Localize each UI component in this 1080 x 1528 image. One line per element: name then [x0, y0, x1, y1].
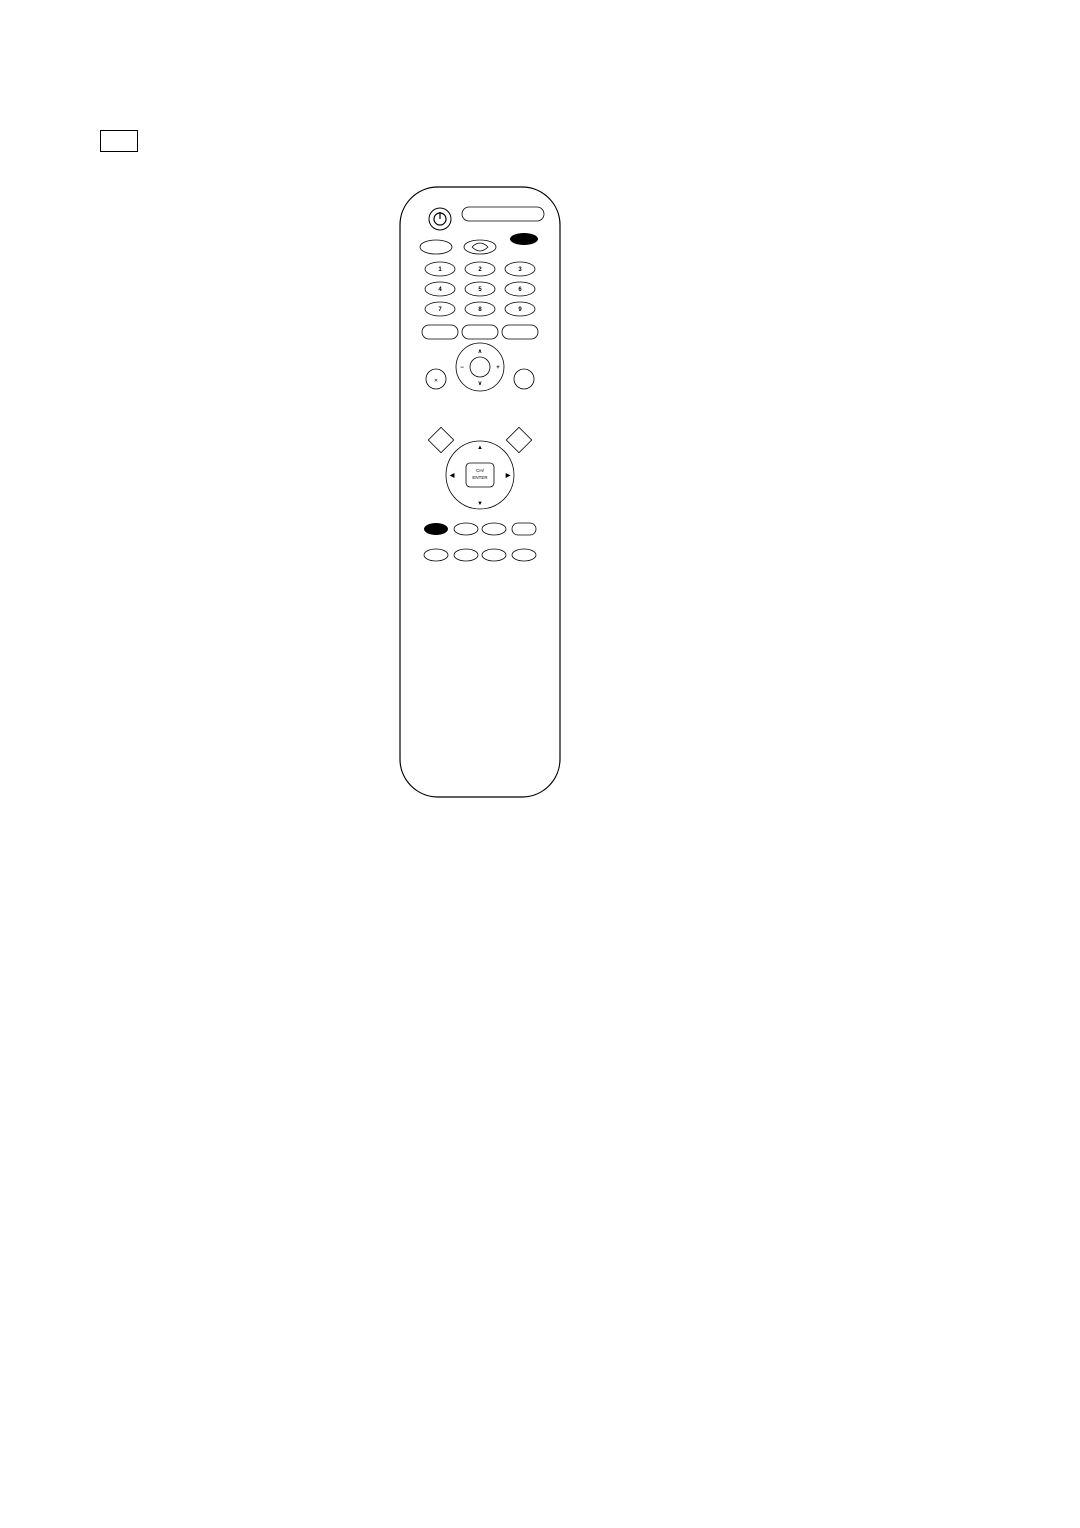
right-column — [630, 177, 890, 837]
page-header — [100, 130, 138, 152]
svg-text:▲: ▲ — [477, 445, 483, 451]
svg-text:▶: ▶ — [505, 472, 511, 479]
svg-text:✕: ✕ — [434, 378, 438, 384]
svg-text:∨: ∨ — [478, 381, 482, 387]
left-column — [100, 177, 330, 837]
svg-text:−: − — [460, 365, 464, 371]
svg-text:▼: ▼ — [477, 501, 483, 507]
svg-text:ENTER: ENTER — [472, 475, 488, 480]
number-pad: 1 2 3 4 5 6 7 8 9 — [425, 262, 535, 316]
svg-text:∧: ∧ — [478, 349, 482, 355]
svg-text:CH/: CH/ — [476, 468, 484, 473]
svg-text:+: + — [496, 365, 500, 371]
remote-diagram: 1 2 3 4 5 6 7 8 9 — [340, 177, 620, 837]
svg-text:◀: ◀ — [449, 472, 455, 479]
